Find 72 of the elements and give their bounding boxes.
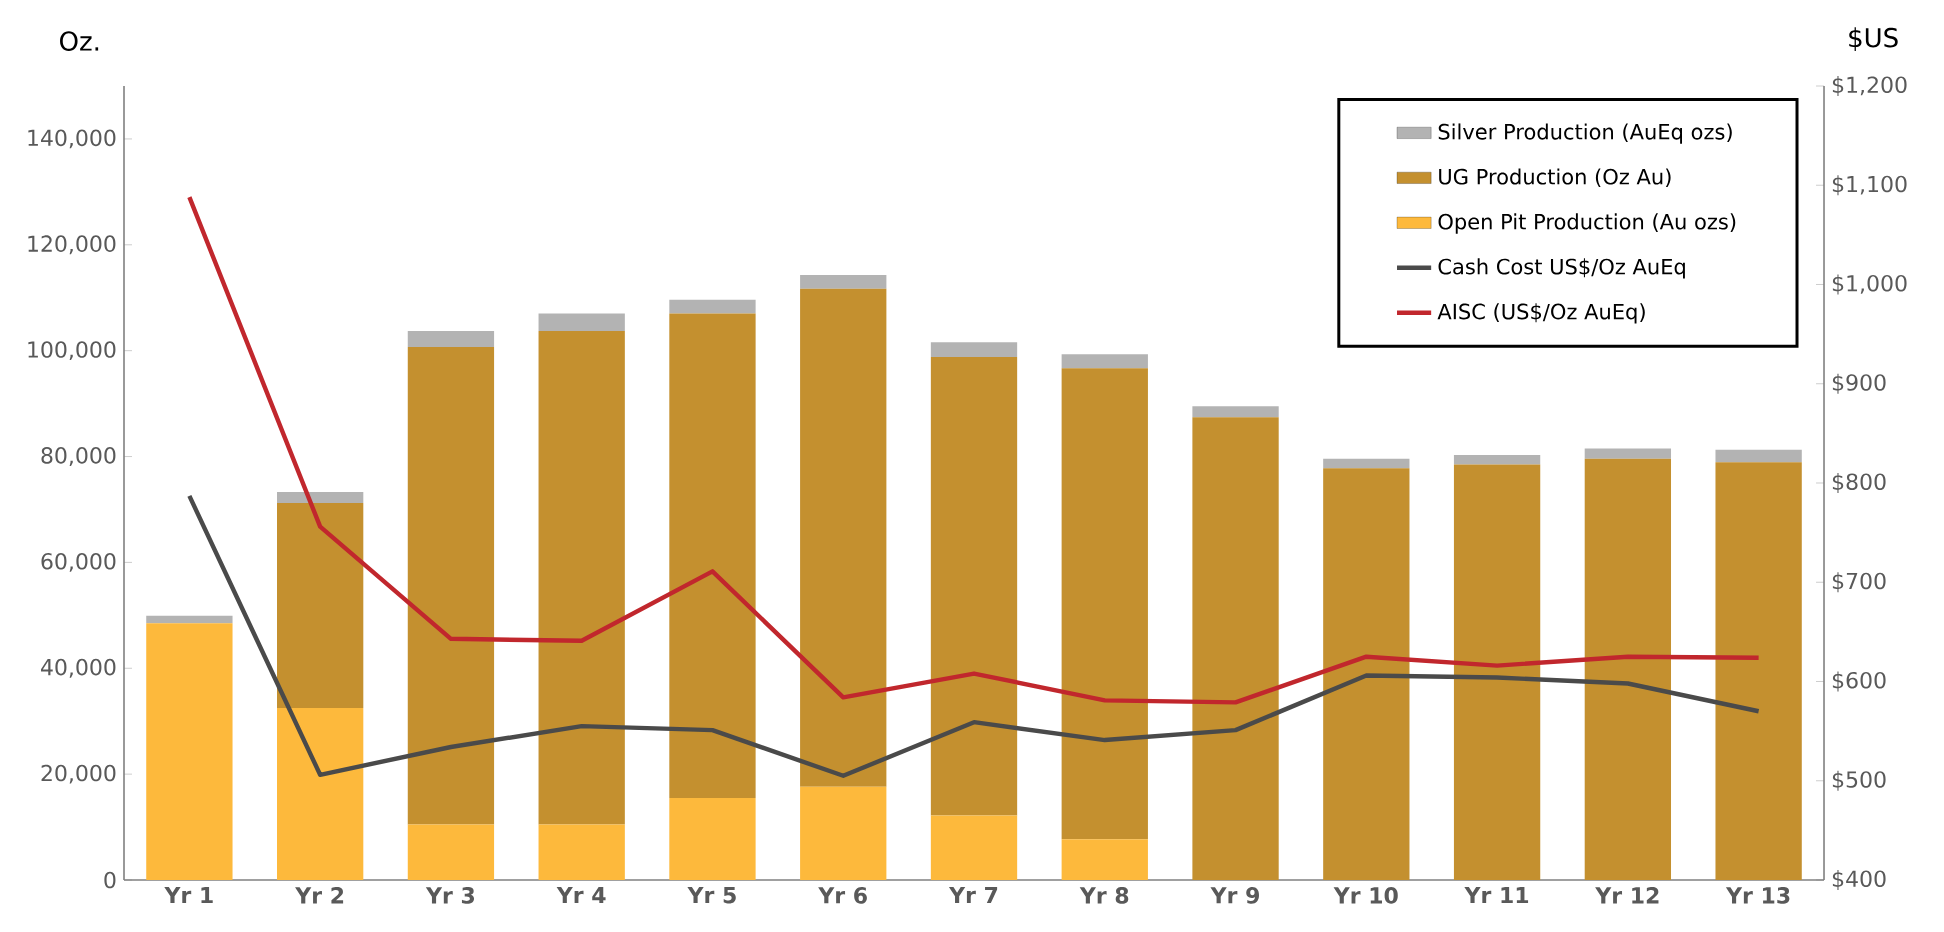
- bar: [800, 786, 887, 880]
- y-tick-label: 140,000: [28, 129, 116, 149]
- x-tick-label: Yr 10: [1333, 887, 1398, 904]
- y2-tick-label: $600: [1832, 671, 1886, 692]
- x-tick-label: Yr 2: [295, 887, 344, 904]
- y-tick-label: 0: [104, 871, 116, 889]
- x-tick-label: Yr 11: [1464, 887, 1529, 904]
- y-axis-title: Oz.: [60, 31, 99, 51]
- y-tick-label: 100,000: [28, 341, 116, 361]
- bar: [538, 824, 625, 880]
- y2-tick-label: $700: [1832, 572, 1886, 593]
- x-tick-label: Yr 5: [687, 887, 736, 904]
- y2-tick-label: $1,200: [1832, 76, 1907, 96]
- bar: [407, 824, 495, 880]
- bar: [277, 503, 364, 708]
- bar: [1323, 458, 1410, 469]
- y-tick-label: 20,000: [41, 764, 116, 784]
- bar: [1061, 368, 1148, 840]
- y2-tick-label: $1,100: [1832, 175, 1907, 196]
- y-tick-label: 40,000: [41, 658, 116, 678]
- line-series: [187, 493, 1761, 778]
- bar: [277, 707, 364, 880]
- bar: [277, 491, 364, 504]
- legend-label: UG Production (Oz Au): [1439, 168, 1671, 188]
- bar: [669, 299, 756, 314]
- x-tick-label: Yr 9: [1210, 887, 1259, 904]
- y2-tick-label: $800: [1832, 473, 1886, 493]
- bar: [800, 274, 887, 289]
- bar: [930, 357, 1018, 816]
- line-series: [187, 194, 1761, 705]
- bar: [1061, 354, 1148, 369]
- bar: [1453, 464, 1541, 880]
- bar: [1584, 458, 1672, 880]
- y2-tick-label: $500: [1832, 770, 1886, 791]
- x-tick-label: Yr 12: [1595, 887, 1659, 904]
- x-tick-label: Yr 6: [818, 887, 867, 904]
- legend-label: Open Pit Production (Au ozs): [1438, 213, 1736, 234]
- bar: [1192, 417, 1279, 880]
- bar: [1584, 448, 1672, 459]
- bar: [800, 288, 887, 787]
- y2-tick-label: $900: [1832, 373, 1886, 394]
- x-tick-label: Yr 8: [1079, 887, 1129, 904]
- y-tick-label: 60,000: [41, 552, 116, 572]
- bar: [538, 331, 625, 825]
- y2-tick-label: $1,000: [1832, 274, 1907, 295]
- bar: [407, 331, 495, 347]
- bar: [407, 346, 495, 825]
- bar: [1715, 462, 1802, 880]
- legend-label: AISC (US$/Oz AuEq): [1437, 303, 1645, 324]
- bar: [538, 313, 625, 332]
- x-tick-label: Yr 4: [556, 887, 606, 904]
- bar: [1323, 468, 1410, 880]
- bar: [146, 615, 233, 624]
- y-tick-label: 120,000: [28, 235, 116, 255]
- x-tick-label: Yr 7: [948, 887, 998, 904]
- bar: [669, 313, 756, 798]
- bar: [1453, 454, 1541, 465]
- bar: [146, 623, 233, 880]
- bar: [930, 342, 1018, 358]
- bar: [669, 797, 756, 880]
- y2-axis-title: $US: [1849, 27, 1898, 51]
- legend-label: Cash Cost US$/Oz AuEq: [1438, 258, 1685, 279]
- x-tick-label: Yr 13: [1725, 887, 1790, 904]
- bar: [1192, 406, 1279, 418]
- bar: [930, 815, 1018, 880]
- x-tick-label: Yr 3: [425, 887, 475, 904]
- x-tick-label: Yr 1: [164, 887, 213, 904]
- y2-tick-label: $400: [1832, 870, 1886, 890]
- legend-label: Silver Production (AuEq ozs): [1438, 123, 1732, 144]
- y-tick-label: 80,000: [41, 447, 116, 466]
- bar: [1715, 449, 1802, 463]
- bar: [1061, 839, 1148, 880]
